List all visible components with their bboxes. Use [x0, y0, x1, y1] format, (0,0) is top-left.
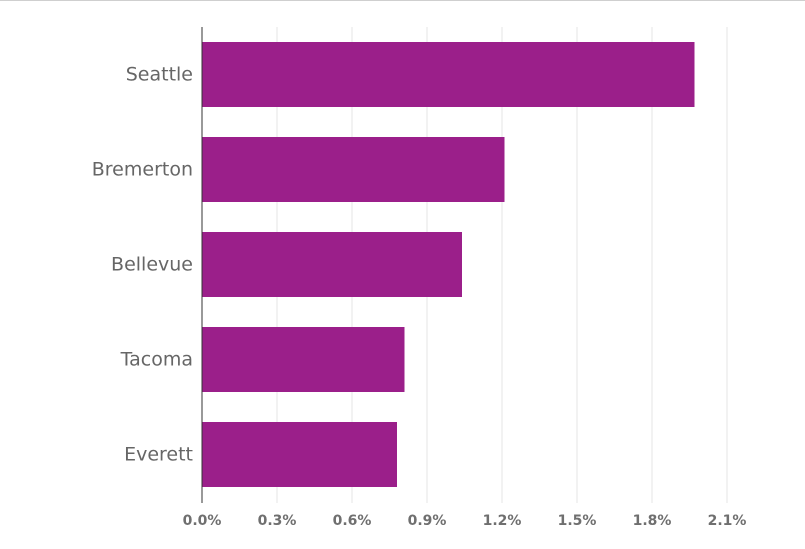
bar-everett [202, 422, 397, 487]
x-tick-label: 1.5% [558, 513, 597, 529]
category-label: Seattle [126, 64, 193, 86]
x-tick-label: 0.0% [183, 513, 222, 529]
bar-tacoma [202, 327, 405, 392]
x-tick-label: 1.8% [633, 513, 672, 529]
bar-seattle [202, 42, 695, 107]
bars [202, 42, 695, 487]
x-tick-label: 1.2% [483, 513, 522, 529]
category-label: Bellevue [111, 254, 193, 276]
category-label: Tacoma [120, 349, 193, 371]
bar-bremerton [202, 137, 505, 202]
x-tick-label: 0.9% [408, 513, 447, 529]
category-labels: Seattle Bremerton Bellevue Tacoma Everett [92, 64, 193, 466]
x-tick-label: 0.6% [333, 513, 372, 529]
category-label: Bremerton [92, 159, 193, 181]
bar-bellevue [202, 232, 462, 297]
category-label: Everett [124, 444, 193, 466]
x-tick-label: 2.1% [708, 513, 747, 529]
x-tick-label: 0.3% [258, 513, 297, 529]
x-tick-labels: 0.0% 0.3% 0.6% 0.9% 1.2% 1.5% 1.8% 2.1% [183, 513, 747, 529]
